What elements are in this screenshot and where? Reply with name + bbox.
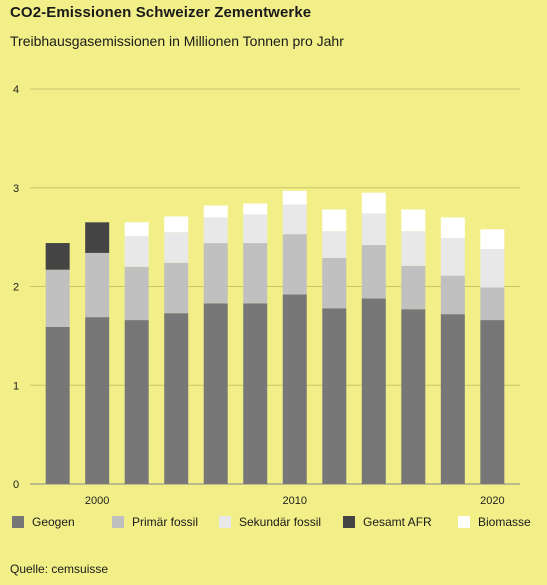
- bar-segment: [124, 222, 149, 237]
- bar-stack: [85, 222, 110, 484]
- bar-segment: [203, 243, 228, 304]
- bar-segment: [322, 231, 347, 258]
- grid-lines: [30, 88, 520, 485]
- legend-item: Biomasse: [458, 515, 531, 529]
- bar-segment: [440, 275, 465, 315]
- bar-stack: [124, 222, 149, 484]
- bar-segment: [440, 217, 465, 239]
- bar-segment: [401, 309, 426, 484]
- y-tick-label: 3: [13, 183, 19, 195]
- bar-segment: [243, 243, 268, 304]
- bar-segment: [164, 262, 189, 314]
- legend-label: Primär fossil: [132, 515, 199, 529]
- legend-item: Primär fossil: [112, 515, 198, 529]
- bar-segment: [440, 238, 465, 276]
- bar-segment: [282, 190, 307, 205]
- bar-segment: [203, 205, 228, 218]
- legend-label: Gesamt AFR: [363, 515, 432, 529]
- legend-item: Geogen: [12, 515, 75, 529]
- legend-swatch: [112, 516, 124, 528]
- chart-title: CO2-Emissionen Schweizer Zementwerke: [10, 4, 312, 21]
- bar-segment: [361, 245, 386, 299]
- stacked-bar-chart: 0 1 2 3 4 2000 2010 2020: [13, 84, 520, 507]
- x-tick-label: 2020: [480, 495, 504, 507]
- bar-segment: [164, 232, 189, 263]
- bar-segment: [124, 236, 149, 267]
- bar-segment: [45, 326, 70, 484]
- bar-segment: [480, 320, 505, 484]
- y-tick-label: 2: [13, 282, 19, 294]
- source-note: Quelle: cemsuisse: [10, 562, 109, 576]
- x-axis-ticks: 2000 2010 2020: [85, 495, 505, 507]
- bar-segment: [361, 192, 386, 214]
- legend-item: Sekundär fossil: [219, 515, 321, 529]
- bars: [45, 190, 505, 484]
- bar-segment: [401, 209, 426, 232]
- bar-stack: [361, 192, 386, 484]
- x-tick-label: 2000: [85, 495, 109, 507]
- legend-swatch: [12, 516, 24, 528]
- bar-stack: [45, 243, 70, 484]
- chart-subtitle: Treibhausgasemissionen in Millionen Tonn…: [10, 33, 344, 49]
- bar-segment: [203, 217, 228, 244]
- bar-segment: [164, 313, 189, 484]
- y-tick-label: 4: [13, 84, 19, 96]
- y-tick-label: 1: [13, 380, 19, 392]
- bar-segment: [282, 234, 307, 295]
- bar-segment: [480, 287, 505, 321]
- bar-stack: [322, 209, 347, 484]
- bar-segment: [85, 317, 110, 484]
- legend-swatch: [219, 516, 231, 528]
- legend-label: Biomasse: [478, 515, 531, 529]
- bar-segment: [45, 243, 70, 270]
- bar-stack: [282, 190, 307, 484]
- legend-swatch: [458, 516, 470, 528]
- bar-segment: [322, 257, 347, 309]
- bar-stack: [401, 209, 426, 484]
- bar-stack: [164, 216, 189, 484]
- bar-segment: [401, 231, 426, 266]
- bar-segment: [243, 303, 268, 484]
- y-tick-label: 0: [13, 479, 19, 491]
- bar-segment: [282, 294, 307, 484]
- bar-segment: [124, 320, 149, 484]
- bar-segment: [322, 308, 347, 484]
- bar-segment: [361, 298, 386, 484]
- bar-segment: [282, 204, 307, 235]
- bar-segment: [243, 203, 268, 215]
- bar-stack: [440, 217, 465, 484]
- bar-segment: [45, 269, 70, 327]
- x-tick-label: 2010: [283, 495, 307, 507]
- bar-segment: [480, 229, 505, 249]
- bar-segment: [164, 216, 189, 233]
- bar-segment: [322, 209, 347, 232]
- bar-segment: [85, 222, 110, 253]
- legend-label: Sekundär fossil: [239, 515, 322, 529]
- bar-segment: [124, 266, 149, 321]
- bar-stack: [480, 229, 505, 484]
- bar-segment: [203, 303, 228, 484]
- bar-segment: [85, 252, 110, 318]
- bar-segment: [401, 265, 426, 310]
- legend-label: Geogen: [32, 515, 75, 529]
- bar-segment: [243, 214, 268, 244]
- bar-segment: [440, 314, 465, 484]
- legend-swatch: [343, 516, 355, 528]
- bar-stack: [243, 203, 268, 484]
- bar-stack: [203, 205, 228, 484]
- bar-segment: [361, 213, 386, 246]
- y-axis-ticks: 0 1 2 3 4: [13, 84, 19, 491]
- legend-item: Gesamt AFR: [343, 515, 432, 529]
- bar-segment: [480, 248, 505, 288]
